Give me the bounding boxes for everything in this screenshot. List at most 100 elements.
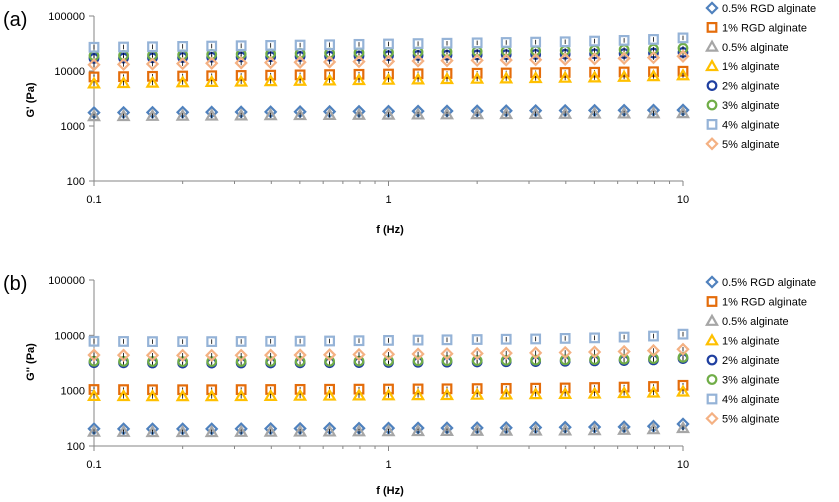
data-point xyxy=(116,388,131,402)
data-point xyxy=(587,106,602,119)
series-8 xyxy=(87,342,690,362)
data-point xyxy=(677,32,689,44)
series-8 xyxy=(87,49,690,72)
panel-a-ticks: 100 1000 10000 100000 0.1 1 10 xyxy=(48,11,689,206)
data-point xyxy=(234,56,248,70)
data-point xyxy=(440,387,455,401)
data-point xyxy=(499,346,513,360)
legend-entry: 0.5% RGD alginate xyxy=(705,275,816,289)
legend-label: 0.5% RGD alginate xyxy=(722,3,816,15)
data-point xyxy=(529,346,543,360)
data-point xyxy=(87,424,101,437)
data-point xyxy=(648,34,659,45)
data-point xyxy=(352,424,366,437)
legend-label: 4% alginate xyxy=(722,394,780,406)
data-point xyxy=(116,108,131,122)
data-point xyxy=(353,335,365,347)
data-point xyxy=(646,69,661,82)
legend-label: 5% alginate xyxy=(722,414,780,426)
data-point xyxy=(381,72,396,85)
y-tick-label: 100 xyxy=(67,176,85,188)
series-7 xyxy=(88,32,689,53)
data-point xyxy=(234,74,249,87)
data-point xyxy=(676,106,690,119)
data-point xyxy=(589,35,601,47)
legend-marker xyxy=(705,58,719,72)
data-point xyxy=(322,424,337,437)
data-point xyxy=(470,53,484,68)
legend-label: 1% RGD alginate xyxy=(722,297,807,309)
data-point xyxy=(530,354,542,366)
panel-b-label: (b) xyxy=(3,273,27,295)
legend-entry: 4% alginate xyxy=(706,118,780,131)
data-point xyxy=(440,423,455,437)
data-point xyxy=(441,37,453,49)
data-point xyxy=(145,348,160,362)
x-tick-label: 1 xyxy=(385,459,391,471)
legend-label: 0.5% alginate xyxy=(722,316,789,328)
data-point xyxy=(499,53,513,67)
data-point xyxy=(235,336,247,347)
legend-marker xyxy=(706,118,718,130)
data-point xyxy=(676,68,690,81)
data-point xyxy=(88,335,100,347)
data-point xyxy=(617,69,632,82)
legend-entry: 0.5% alginate xyxy=(705,313,789,328)
data-point xyxy=(324,335,336,347)
data-point xyxy=(147,384,158,396)
data-point xyxy=(263,424,278,437)
legend-label: 0.5% alginate xyxy=(722,42,789,54)
data-point xyxy=(411,72,426,85)
data-point xyxy=(175,75,190,88)
data-point xyxy=(646,422,661,435)
data-point xyxy=(234,424,249,437)
legend-entry: 1% alginate xyxy=(705,333,780,348)
series-3 xyxy=(87,420,690,438)
legend-label: 3% alginate xyxy=(722,100,780,112)
data-point xyxy=(499,71,514,84)
data-point xyxy=(322,348,337,362)
data-point xyxy=(145,389,160,402)
legend-label: 0.5% RGD alginate xyxy=(722,277,816,289)
legend-entry: 4% alginate xyxy=(706,393,780,406)
data-point xyxy=(145,75,160,88)
series-3 xyxy=(87,106,690,122)
legend-marker xyxy=(705,411,719,426)
legend-label: 2% alginate xyxy=(722,81,780,93)
data-point xyxy=(322,55,337,69)
data-point xyxy=(618,331,630,343)
panel-b-ticks: 100 1000 10000 100000 0.1 1 10 xyxy=(48,275,689,471)
data-point xyxy=(87,388,101,401)
x-tick-label: 0.1 xyxy=(86,194,101,206)
data-point xyxy=(558,386,573,399)
data-point xyxy=(676,384,690,397)
data-point xyxy=(145,424,160,438)
data-point xyxy=(87,108,101,122)
data-point xyxy=(353,38,365,50)
data-point xyxy=(587,423,602,436)
legend-entry: 5% alginate xyxy=(705,411,780,426)
data-point xyxy=(177,41,189,52)
y-tick-label: 100 xyxy=(67,441,85,453)
data-point xyxy=(618,353,630,365)
legend-label: 4% alginate xyxy=(722,119,780,131)
data-point xyxy=(676,342,690,356)
data-point xyxy=(381,388,396,401)
legend-entry: 1% RGD alginate xyxy=(706,22,807,34)
y-tick-label: 1000 xyxy=(61,386,85,398)
data-point xyxy=(530,36,542,48)
data-point xyxy=(352,107,366,120)
data-point xyxy=(87,348,101,362)
data-point xyxy=(234,348,248,362)
data-point xyxy=(175,424,190,438)
data-point xyxy=(676,49,690,63)
data-point xyxy=(528,70,543,84)
data-point xyxy=(617,51,631,65)
data-point xyxy=(558,345,572,360)
data-point xyxy=(206,384,218,396)
legend-marker xyxy=(705,275,719,289)
legend-entry: 0.5% alginate xyxy=(705,39,789,54)
data-point xyxy=(235,40,247,52)
data-point xyxy=(381,107,396,120)
data-point xyxy=(412,38,424,49)
